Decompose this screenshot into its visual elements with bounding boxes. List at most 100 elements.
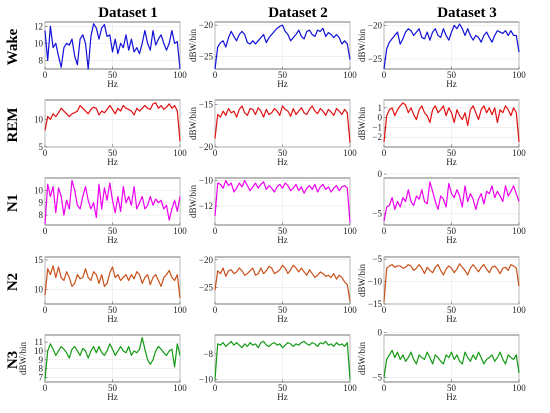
x-tick-label: 50 <box>108 70 118 80</box>
x-tick-label: 50 <box>108 226 118 236</box>
row-label-wake: Wake <box>5 28 21 65</box>
y-tick-label: −20 <box>199 20 214 30</box>
y-tick-label: −1 <box>372 122 382 132</box>
y-tick-label: 10 <box>34 185 44 195</box>
y-axis-label: dBW/bin <box>357 342 367 375</box>
y-tick-label: −10 <box>199 374 214 384</box>
x-tick-label: 100 <box>173 383 187 393</box>
x-tick-label: 100 <box>173 70 187 80</box>
x-axis-label: Hz <box>107 79 118 89</box>
y-tick-label: 10 <box>34 346 44 356</box>
row-labels: Wake REM N1 N2 N3 <box>5 28 21 369</box>
x-tick-label: 0 <box>382 226 387 236</box>
x-tick-label: 0 <box>213 305 218 315</box>
x-axis-label: Hz <box>277 235 288 245</box>
x-tick-label: 50 <box>447 383 457 393</box>
spectrum-line <box>383 263 520 302</box>
x-tick-label: 100 <box>343 148 357 158</box>
x-tick-label: 0 <box>213 226 218 236</box>
x-tick-label: 50 <box>108 148 118 158</box>
x-tick-label: 0 <box>43 148 48 158</box>
x-tick-label: 100 <box>173 305 187 315</box>
x-tick-label: 50 <box>108 305 118 315</box>
y-axis-label: dBW/bin <box>357 29 367 62</box>
panel-wake-dataset-1: 0 50 100 8 10 12 Hz <box>34 21 187 89</box>
x-tick-label: 100 <box>343 70 357 80</box>
y-axis-label: dBW/bin <box>18 342 28 375</box>
x-tick-label: 100 <box>173 226 187 236</box>
y-tick-label: 0 <box>378 327 383 337</box>
x-axis-label: Hz <box>446 79 457 89</box>
x-tick-label: 0 <box>382 305 387 315</box>
x-tick-label: 100 <box>512 226 526 236</box>
x-tick-label: 50 <box>447 148 457 158</box>
panel-rem-dataset-1: 0 50 100 5 10 Hz <box>34 99 187 167</box>
y-axis-label: dBW/bin <box>188 185 198 218</box>
y-tick-label: −25 <box>368 54 383 64</box>
y-tick-label: 0 <box>378 169 383 179</box>
x-tick-label: 0 <box>382 383 387 393</box>
y-tick-label: −5 <box>372 208 382 218</box>
x-tick-label: 50 <box>447 70 457 80</box>
y-tick-label: −5 <box>372 254 382 264</box>
spectrum-line <box>214 24 351 70</box>
y-tick-label: 7 <box>39 373 44 383</box>
x-tick-label: 100 <box>512 70 526 80</box>
y-tick-label: 8 <box>39 55 44 65</box>
x-axis-label: Hz <box>446 235 457 245</box>
y-tick-label: −12 <box>199 201 213 211</box>
x-tick-label: 0 <box>213 70 218 80</box>
y-axis-label: dBW/bin <box>188 107 198 140</box>
x-tick-label: 50 <box>447 305 457 315</box>
panel-rem-dataset-2: 0 50 100 −20 −15 Hz dBW/bin <box>188 99 357 167</box>
x-axis-label: Hz <box>446 314 457 324</box>
y-tick-label: 5 <box>39 142 44 152</box>
x-axis-label: Hz <box>277 79 288 89</box>
y-tick-label: −25 <box>199 51 214 61</box>
spectrum-line <box>44 337 181 380</box>
y-tick-label: −2 <box>372 132 382 142</box>
y-tick-label: −15 <box>199 99 214 109</box>
y-tick-label: 1 <box>378 103 383 113</box>
panel-n3-dataset-2: 0 50 100 −10 −8 Hz <box>199 334 357 402</box>
spectrum-line <box>214 105 351 143</box>
panel-n1-dataset-1: 0 50 100 8 9 10 Hz <box>34 177 187 245</box>
panel-wake-dataset-3: 0 50 100 −25 −20 Hz dBW/bin <box>357 20 526 89</box>
y-tick-label: 9 <box>39 198 44 208</box>
spectrum-line <box>383 181 520 222</box>
y-tick-label: 15 <box>34 255 44 265</box>
y-tick-label: −10 <box>199 176 214 186</box>
row-label-n2: N2 <box>5 273 21 291</box>
panel-n2-dataset-3: 0 50 100 −15 −10 −5 Hz dBW/bin <box>357 254 526 324</box>
x-axis-label: Hz <box>277 314 288 324</box>
column-title-dataset-2: Dataset 2 <box>268 5 328 21</box>
spectrum-line <box>44 102 181 142</box>
x-tick-label: 0 <box>382 148 387 158</box>
y-axis-label: dBW/bin <box>357 264 367 297</box>
panel-n2-dataset-2: 0 50 100 −25 −20 Hz <box>199 255 357 324</box>
spectrum-line <box>214 179 351 223</box>
x-tick-label: 50 <box>108 383 118 393</box>
x-axis-label: Hz <box>107 314 118 324</box>
x-axis-label: Hz <box>277 157 288 167</box>
y-tick-label: −20 <box>368 20 383 30</box>
x-tick-label: 50 <box>447 226 457 236</box>
x-tick-label: 50 <box>278 305 288 315</box>
column-title-dataset-1: Dataset 1 <box>98 5 158 21</box>
spectrum-line <box>383 349 520 378</box>
y-tick-label: 8 <box>39 210 44 220</box>
spectrum-line <box>214 264 351 302</box>
y-tick-label: 11 <box>34 337 43 347</box>
x-tick-label: 100 <box>512 148 526 158</box>
x-axis-label: Hz <box>277 392 288 402</box>
x-tick-label: 100 <box>343 383 357 393</box>
x-tick-label: 100 <box>512 305 526 315</box>
spectrum-line <box>44 265 181 299</box>
x-tick-label: 100 <box>512 383 526 393</box>
spectrum-line <box>383 102 520 143</box>
column-title-dataset-3: Dataset 3 <box>437 5 497 21</box>
y-tick-label: −10 <box>368 277 383 287</box>
